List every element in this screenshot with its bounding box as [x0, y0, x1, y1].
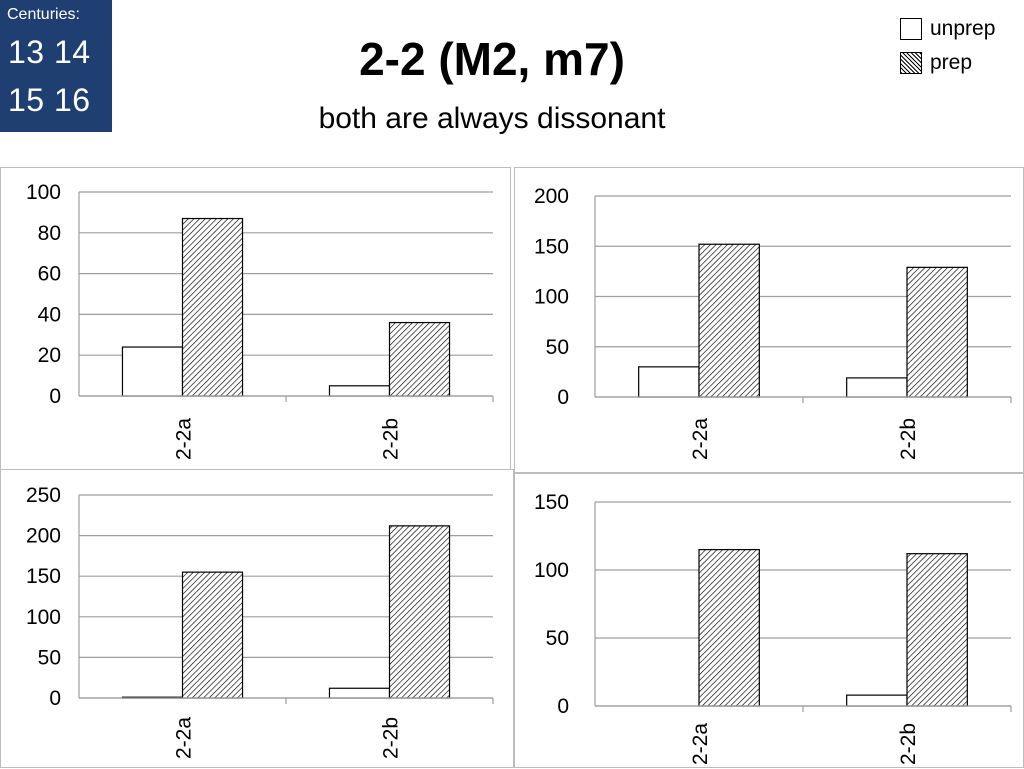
slide-subtitle: both are always dissonant [318, 102, 666, 135]
legend-item-unprep: unprep [900, 12, 995, 46]
y-tick-label: 100 [534, 559, 569, 582]
y-tick-label: 60 [38, 263, 61, 286]
x-category-label: 2-2a [173, 717, 196, 759]
x-category-label: 2-2a [173, 418, 196, 460]
bar-prep-2-2a [181, 571, 244, 699]
y-tick-label: 100 [26, 181, 61, 204]
chart-panel-4: 0 50 100 150 2-2a 2-2b [514, 473, 1024, 768]
legend-label-unprep: unprep [930, 17, 996, 40]
bar-prep-2-2b [906, 266, 968, 398]
bar-unprep-2-2b [328, 385, 391, 397]
legend-label-prep: prep [930, 51, 973, 74]
x-category-label: 2-2b [380, 418, 403, 460]
legend-swatch-unprep [900, 18, 922, 40]
chart-2: 0 50 100 150 200 2-2a 2-2b [534, 185, 1012, 460]
bar-prep-2-2b [906, 553, 968, 707]
bar-prep-2-2b [388, 321, 451, 397]
centuries-row-2: 15 16 [8, 82, 91, 118]
y-tick-label: 0 [557, 386, 569, 409]
bar-unprep-2-2b [328, 687, 391, 699]
chart-1: 0 20 40 60 80 100 2-2a 2-2b [26, 181, 494, 460]
legend: unprep prep [900, 12, 995, 80]
y-tick-label: 150 [534, 235, 569, 258]
bar-prep-2-2a [698, 243, 760, 398]
x-category-label: 2-2a [689, 418, 712, 460]
y-tick-label: 150 [26, 565, 61, 588]
y-tick-label: 100 [26, 606, 61, 629]
bar-unprep-2-2a [121, 346, 184, 397]
bar-unprep-2-2b [846, 694, 908, 707]
chart-3: 0 50 100 150 200 250 2-2a 2-2b [26, 484, 494, 759]
bar-prep-2-2b [388, 525, 451, 699]
y-tick-label: 50 [38, 646, 61, 669]
chart-panel-1: 0 20 40 60 80 100 2-2a 2-2b [0, 167, 511, 473]
y-tick-label: 0 [49, 385, 61, 408]
y-tick-label: 50 [546, 627, 569, 650]
x-category-label: 2-2b [897, 418, 920, 460]
bar-prep-2-2a [181, 217, 244, 397]
y-tick-label: 40 [38, 303, 61, 326]
y-tick-label: 100 [534, 286, 569, 309]
bar-prep-2-2a [698, 548, 760, 707]
bar-unprep-2-2b [846, 377, 908, 398]
x-category-label: 2-2a [689, 723, 712, 765]
y-tick-label: 50 [546, 336, 569, 359]
y-tick-label: 80 [38, 222, 61, 245]
y-tick-label: 0 [49, 687, 61, 710]
y-tick-label: 0 [557, 695, 569, 718]
centuries-box: Centuries: 13 14 15 16 [0, 0, 112, 132]
chart-panel-3: 0 50 100 150 200 250 2-2a 2-2b [0, 469, 514, 768]
bar-unprep-2-2a [638, 366, 700, 398]
y-tick-label: 200 [26, 525, 61, 548]
y-tick-label: 250 [26, 484, 61, 507]
y-tick-label: 200 [534, 185, 569, 208]
y-tick-label: 150 [534, 491, 569, 514]
x-category-label: 2-2b [380, 717, 403, 759]
chart-panel-2: 0 50 100 150 200 2-2a 2-2b [514, 167, 1024, 473]
legend-swatch-prep [900, 52, 922, 74]
chart-4: 0 50 100 150 2-2a 2-2b [534, 491, 1012, 765]
legend-item-prep: prep [900, 46, 995, 80]
centuries-label: Centuries: [7, 6, 80, 23]
slide-title: 2-2 (M2, m7) [359, 33, 625, 85]
y-tick-label: 20 [38, 344, 61, 367]
x-category-label: 2-2b [897, 723, 920, 765]
centuries-row-1: 13 14 [8, 34, 91, 70]
